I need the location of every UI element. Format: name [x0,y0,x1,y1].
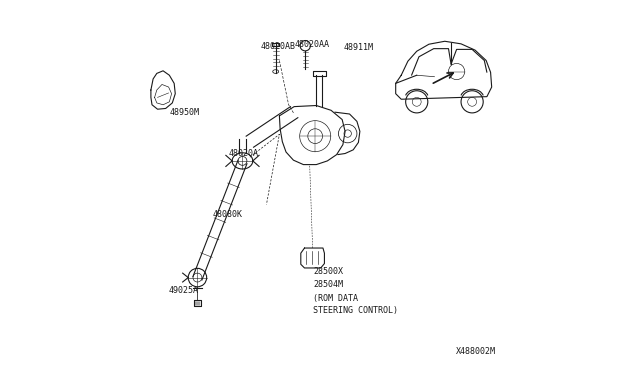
Text: 28504M: 28504M [314,280,343,289]
Text: 48020AB: 48020AB [260,42,295,51]
Text: X488002M: X488002M [456,347,496,356]
Text: STEERING CONTROL): STEERING CONTROL) [314,306,398,315]
Text: 48020AA: 48020AA [295,41,330,49]
Text: 49025A: 49025A [168,286,198,295]
Text: 48950M: 48950M [170,108,199,117]
Text: 48911M: 48911M [344,43,374,52]
Text: 28500X: 28500X [314,267,343,276]
Text: 48080K: 48080K [213,210,243,219]
Text: 48020A: 48020A [228,149,259,158]
Text: (ROM DATA: (ROM DATA [314,294,358,303]
